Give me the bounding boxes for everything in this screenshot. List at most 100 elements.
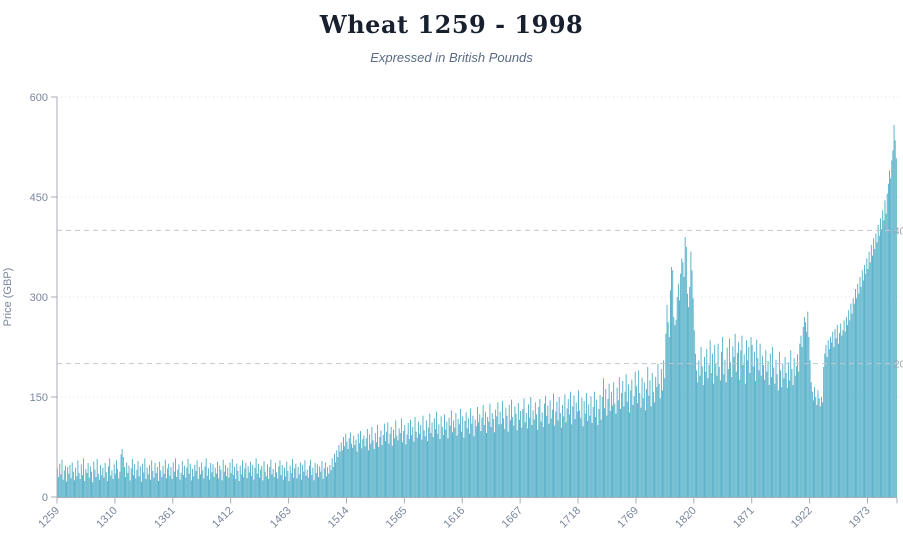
- bar[interactable]: [743, 354, 745, 497]
- bar[interactable]: [159, 461, 161, 497]
- bar[interactable]: [293, 477, 295, 497]
- bar[interactable]: [827, 340, 829, 497]
- bar[interactable]: [592, 407, 594, 497]
- bar[interactable]: [601, 397, 603, 497]
- bar[interactable]: [403, 431, 405, 497]
- bar[interactable]: [264, 471, 266, 497]
- bar[interactable]: [371, 427, 373, 497]
- bar[interactable]: [780, 370, 781, 497]
- bar[interactable]: [218, 478, 220, 497]
- bar[interactable]: [672, 270, 674, 497]
- bar[interactable]: [154, 463, 156, 497]
- bar[interactable]: [704, 357, 705, 497]
- bar[interactable]: [330, 470, 332, 497]
- bar[interactable]: [372, 440, 374, 497]
- bar[interactable]: [84, 481, 86, 497]
- bar[interactable]: [650, 406, 652, 497]
- bar[interactable]: [794, 375, 796, 497]
- bar[interactable]: [655, 377, 657, 497]
- bar[interactable]: [494, 432, 495, 497]
- bar[interactable]: [285, 476, 287, 497]
- bar[interactable]: [693, 330, 695, 497]
- bar[interactable]: [374, 433, 376, 497]
- bar[interactable]: [622, 381, 624, 497]
- bar[interactable]: [614, 403, 616, 497]
- bar[interactable]: [421, 439, 423, 497]
- bar[interactable]: [181, 461, 183, 497]
- bar[interactable]: [590, 396, 592, 497]
- bar[interactable]: [559, 413, 561, 497]
- bar[interactable]: [603, 378, 604, 497]
- bar[interactable]: [547, 405, 549, 497]
- bar[interactable]: [145, 479, 147, 497]
- bar[interactable]: [366, 429, 368, 497]
- bar[interactable]: [842, 330, 844, 497]
- bar[interactable]: [327, 467, 329, 497]
- bar[interactable]: [618, 377, 620, 497]
- bar[interactable]: [588, 404, 590, 497]
- bar[interactable]: [579, 410, 581, 497]
- bar[interactable]: [341, 450, 343, 497]
- bar[interactable]: [530, 397, 532, 497]
- bar[interactable]: [125, 477, 127, 497]
- bar[interactable]: [730, 362, 732, 497]
- bar[interactable]: [806, 331, 808, 497]
- bar[interactable]: [558, 397, 560, 497]
- bar[interactable]: [583, 401, 585, 497]
- bar[interactable]: [870, 245, 872, 497]
- bar[interactable]: [128, 465, 130, 497]
- bar[interactable]: [475, 426, 477, 497]
- bar[interactable]: [597, 425, 599, 497]
- bar[interactable]: [719, 380, 721, 497]
- bar[interactable]: [894, 140, 896, 497]
- bar[interactable]: [722, 337, 724, 497]
- bar[interactable]: [620, 409, 621, 497]
- bar[interactable]: [866, 258, 868, 497]
- bar[interactable]: [64, 465, 66, 497]
- bar[interactable]: [394, 438, 396, 497]
- bar[interactable]: [532, 410, 534, 497]
- bar[interactable]: [472, 415, 474, 497]
- bar[interactable]: [731, 377, 733, 497]
- bar[interactable]: [506, 415, 508, 497]
- bar[interactable]: [257, 463, 259, 497]
- bar[interactable]: [571, 424, 573, 497]
- bar[interactable]: [344, 446, 346, 497]
- bar[interactable]: [420, 425, 422, 497]
- bar[interactable]: [607, 399, 609, 497]
- bar[interactable]: [818, 398, 820, 497]
- bar[interactable]: [410, 419, 411, 497]
- bar[interactable]: [81, 475, 83, 497]
- bar[interactable]: [805, 322, 806, 497]
- bar[interactable]: [68, 473, 70, 497]
- bar[interactable]: [137, 461, 139, 497]
- bar[interactable]: [171, 479, 173, 497]
- bar[interactable]: [509, 420, 511, 497]
- bar[interactable]: [413, 441, 415, 497]
- bar[interactable]: [269, 467, 271, 497]
- bar[interactable]: [496, 416, 498, 497]
- bar[interactable]: [677, 283, 679, 497]
- bar[interactable]: [450, 410, 452, 497]
- bar[interactable]: [793, 358, 795, 497]
- bar[interactable]: [534, 402, 536, 497]
- bar[interactable]: [365, 438, 367, 497]
- bar[interactable]: [654, 402, 655, 497]
- bar[interactable]: [148, 465, 150, 497]
- bar[interactable]: [498, 424, 500, 497]
- bar[interactable]: [768, 385, 770, 497]
- bar[interactable]: [772, 347, 774, 497]
- bar[interactable]: [112, 479, 114, 497]
- bar[interactable]: [129, 480, 131, 497]
- bar[interactable]: [430, 433, 432, 497]
- bar[interactable]: [261, 465, 263, 497]
- bar[interactable]: [284, 467, 285, 497]
- bar[interactable]: [67, 467, 69, 497]
- bar[interactable]: [136, 469, 138, 497]
- bar[interactable]: [396, 435, 398, 497]
- bar[interactable]: [70, 478, 72, 497]
- bar[interactable]: [721, 351, 722, 497]
- bar[interactable]: [757, 358, 759, 497]
- bar[interactable]: [507, 431, 509, 497]
- bar[interactable]: [648, 395, 650, 497]
